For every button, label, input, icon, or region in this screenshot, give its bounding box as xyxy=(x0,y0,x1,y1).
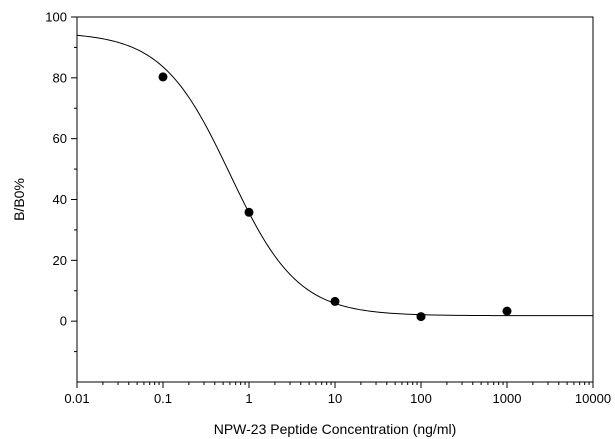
x-tick-label: 0.1 xyxy=(154,391,172,406)
x-tick-label: 10000 xyxy=(575,391,611,406)
y-tick-label: 80 xyxy=(53,70,67,85)
y-tick-label: 100 xyxy=(45,10,67,25)
x-tick-label: 0.01 xyxy=(64,391,89,406)
x-axis-ticks: 0.01 0.1 1 10 100 1000 10000 xyxy=(64,382,611,406)
x-tick-label: 1 xyxy=(245,391,252,406)
x-axis-label: NPW-23 Peptide Concentration (ng/ml) xyxy=(214,421,457,437)
y-tick-label: 40 xyxy=(53,192,67,207)
y-tick-label: 0 xyxy=(60,314,67,329)
data-point xyxy=(502,306,512,316)
x-tick-label: 10 xyxy=(328,391,342,406)
x-tick-label: 1000 xyxy=(493,391,522,406)
plot-frame xyxy=(76,16,594,383)
y-tick-label: 60 xyxy=(53,131,67,146)
plot-area: 0.01 0.1 1 10 100 1000 10000 0 20 40 60 80 100 xyxy=(45,10,611,407)
y-tick-label: 20 xyxy=(53,253,67,268)
y-axis-label: B/B0% xyxy=(11,178,27,221)
data-point xyxy=(244,207,254,217)
x-tick-label: 100 xyxy=(410,391,432,406)
data-point xyxy=(416,312,426,322)
fit-curve xyxy=(76,34,594,317)
data-point xyxy=(330,296,340,306)
data-point xyxy=(158,72,168,82)
data-points xyxy=(158,72,512,322)
y-axis-ticks: 0 20 40 60 80 100 xyxy=(45,10,77,353)
